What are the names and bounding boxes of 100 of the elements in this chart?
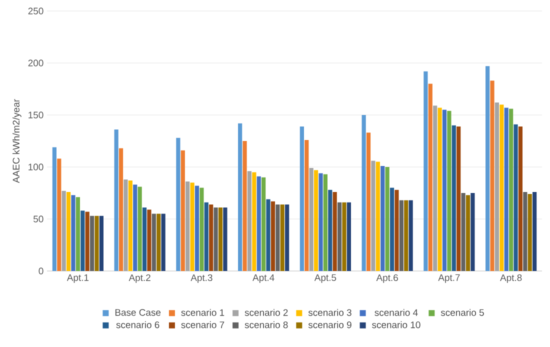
- bar: [142, 208, 147, 271]
- bar: [408, 200, 413, 271]
- legend-label: Base Case: [115, 309, 161, 316]
- bar: [138, 186, 142, 271]
- legend-label: scenario 10: [372, 321, 420, 328]
- bar: [461, 193, 466, 271]
- bar: [380, 166, 385, 271]
- x-tick-label: Apt.7: [438, 274, 460, 283]
- bar: [223, 208, 228, 271]
- bar: [309, 168, 314, 271]
- bar: [194, 186, 200, 271]
- bar: [528, 194, 532, 271]
- legend-label: scenario 7: [181, 321, 224, 328]
- bar: [486, 66, 490, 271]
- bar: [94, 216, 99, 271]
- legend-label: scenario 5: [440, 308, 484, 316]
- bar: [252, 172, 256, 271]
- bar: [247, 171, 252, 271]
- bar: [385, 167, 390, 271]
- bar: [161, 214, 166, 271]
- bar: [428, 84, 432, 271]
- bar: [442, 110, 447, 271]
- bar: [176, 138, 180, 271]
- bar: [114, 130, 118, 271]
- bar: [532, 192, 537, 271]
- bar: [280, 204, 284, 271]
- bar: [438, 108, 442, 271]
- bar: [504, 108, 508, 271]
- bar: [447, 110, 452, 271]
- bar: [276, 204, 280, 271]
- bar: [285, 204, 290, 271]
- bar: [124, 179, 128, 271]
- bar: [66, 192, 71, 271]
- bar: [332, 192, 337, 271]
- x-tick-label: Apt.5: [314, 274, 336, 283]
- x-tick-label: Apt.2: [128, 274, 150, 283]
- bar: [342, 202, 346, 271]
- bar: [204, 202, 208, 271]
- bar: [470, 193, 475, 271]
- legend-label: scenario 1: [181, 308, 224, 316]
- bar: [80, 210, 85, 271]
- bar: [399, 200, 404, 271]
- y-axis-title: AAEC kWh/m2/year: [12, 99, 22, 184]
- bar: [514, 124, 518, 271]
- x-tick-label: Apt.4: [252, 274, 274, 283]
- bar: [424, 71, 428, 271]
- bar: [262, 177, 266, 271]
- bar: [62, 190, 66, 271]
- bar: [300, 126, 304, 271]
- bar: [190, 182, 194, 271]
- bar: [404, 200, 408, 271]
- bar: [57, 158, 62, 271]
- bar: [76, 197, 80, 271]
- bar: [394, 190, 399, 271]
- bar: [99, 216, 104, 271]
- x-tick-label: Apt.6: [376, 274, 398, 283]
- y-tick-label: 0: [38, 268, 44, 274]
- bar: [152, 214, 156, 271]
- bar: [186, 182, 190, 271]
- bar: [337, 202, 342, 271]
- legend-label: scenario 4: [374, 308, 418, 316]
- bar: [256, 176, 261, 271]
- legend-label: scenario 3: [308, 308, 352, 316]
- bar: [52, 147, 56, 271]
- bar: [200, 188, 204, 271]
- legend-label: scenario 2: [244, 308, 288, 316]
- bar: [500, 104, 504, 271]
- bar: [238, 123, 242, 271]
- bar: [323, 174, 328, 271]
- bar: [362, 115, 366, 271]
- bar: [433, 106, 438, 271]
- legend-label: scenario 6: [116, 321, 160, 328]
- bar: [376, 162, 380, 271]
- bar: [156, 214, 161, 271]
- bar: [494, 102, 500, 271]
- bar: [346, 202, 351, 271]
- legend-label: scenario 9: [308, 321, 352, 328]
- bar: [209, 204, 214, 271]
- bar: [456, 126, 461, 271]
- y-tick-label: 200: [28, 60, 44, 66]
- y-tick-label: 50: [34, 216, 44, 222]
- bar: [118, 148, 124, 271]
- y-tick-label: 150: [28, 112, 44, 118]
- bar: [518, 126, 523, 271]
- bar: [133, 184, 138, 271]
- bar: [90, 216, 94, 271]
- x-tick-label: Apt.3: [190, 274, 212, 283]
- y-tick-label: 250: [28, 8, 44, 14]
- bar: [509, 108, 514, 271]
- bar: [390, 188, 394, 271]
- bar: [523, 192, 528, 271]
- bar: [218, 208, 223, 271]
- bar: [304, 140, 309, 271]
- bar: [85, 212, 90, 271]
- bar: [466, 195, 470, 271]
- bar: [328, 190, 332, 271]
- bar: [270, 201, 276, 271]
- legend-label: scenario 8: [244, 321, 288, 328]
- bar: [318, 173, 323, 271]
- x-tick-label: Apt.1: [66, 274, 89, 283]
